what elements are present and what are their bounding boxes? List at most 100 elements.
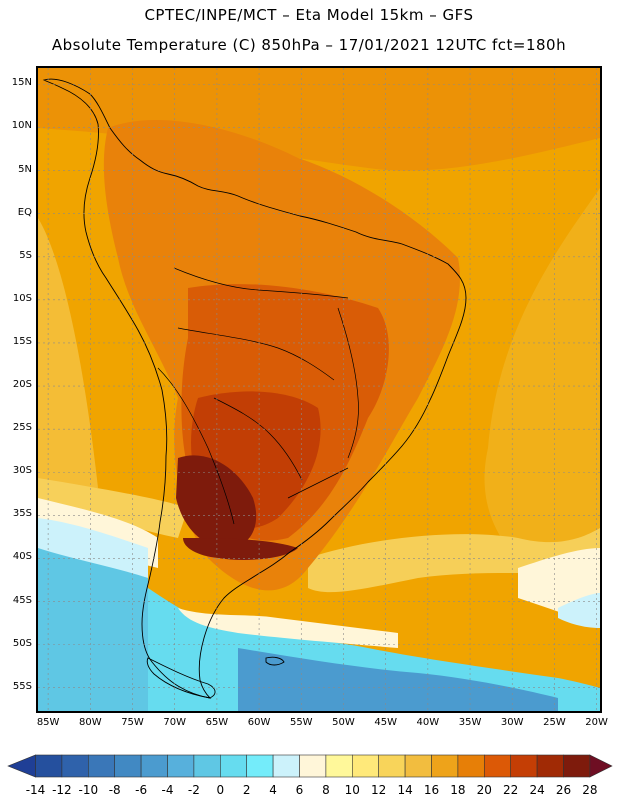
colorbar-label-8: 8 [322, 783, 330, 797]
lat-label-15S: 15S [12, 335, 32, 347]
lon-label-60W: 60W [247, 717, 271, 728]
border-line-2 [177, 327, 335, 381]
colorbar-swatch--12-to--10 [61, 754, 89, 778]
colorbar-label-2: 2 [242, 783, 251, 797]
colorbar-label--2: -2 [187, 783, 200, 797]
lon-label-75W: 75W [121, 717, 144, 728]
colorbar-swatch-22-to-24 [510, 754, 538, 778]
lat-label-20S: 20S [12, 379, 32, 391]
colorbar-label--4: -4 [161, 783, 174, 797]
field-4-6-south-pacific [38, 518, 148, 578]
colorbar-swatch-8-to-10 [325, 754, 353, 778]
lat-label-50S: 50S [12, 637, 32, 649]
colorbar-label-14: 14 [397, 783, 413, 797]
lon-label-70W: 70W [163, 717, 186, 728]
temperature-map-svg [38, 68, 600, 711]
field-14-16-atlantic [484, 188, 600, 608]
colorbar-arrow-low [7, 754, 36, 778]
lat-label-10S: 10S [12, 292, 32, 304]
colorbar-label-4: 4 [269, 783, 277, 797]
colorbar-label-24: 24 [529, 783, 545, 797]
field-26-28-hotspot [176, 455, 257, 548]
colorbar-swatch-24-to-26 [536, 754, 564, 778]
colorbar-swatch-4-to-6 [272, 754, 300, 778]
colorbar-swatch-10-to-12 [351, 754, 379, 778]
field-12-14-atlantic [308, 528, 600, 593]
colorbar-label--6: -6 [135, 783, 148, 797]
colorbar-swatch--2-to-0 [193, 754, 221, 778]
colorbar-swatch--8-to--6 [114, 754, 142, 778]
colorbar-arrow-high [589, 754, 613, 778]
colorbar-swatch--4-to--2 [167, 754, 195, 778]
border-line-3 [213, 397, 303, 481]
graticule [38, 68, 600, 711]
coastline-falklands [265, 656, 285, 666]
colorbar-label-26: 26 [555, 783, 572, 797]
title-line-1: CPTEC/INPE/MCT – Eta Model 15km – GFS [144, 6, 474, 24]
lon-label-80W: 80W [79, 717, 102, 728]
border-line-5 [337, 307, 359, 459]
lon-label-40W: 40W [416, 717, 440, 728]
colorbar-label-20: 20 [476, 783, 492, 797]
colorbar-swatch-26-to-28 [563, 754, 591, 778]
lon-label-30W: 30W [500, 717, 524, 728]
colorbar [7, 754, 613, 778]
colorbar-label-22: 22 [503, 783, 519, 797]
colorbar-label-6: 6 [295, 783, 304, 797]
lon-label-35W: 35W [458, 717, 482, 728]
field-18-20-north [38, 68, 600, 171]
colorbar-swatch-14-to-16 [404, 754, 432, 778]
lat-label-55S: 55S [12, 680, 32, 692]
colorbar-label-10: 10 [344, 783, 360, 797]
colorbar-swatch-0-to-2 [220, 754, 248, 778]
lat-label-10N: 10N [11, 120, 32, 132]
lon-label-85W: 85W [36, 717, 60, 728]
colorbar-label--12: -12 [52, 783, 72, 797]
lon-label-20W: 20W [585, 717, 608, 728]
field-26-28-hotspot-south [183, 538, 298, 560]
lat-label-15N: 15N [11, 77, 32, 89]
colorbar-swatch--14-to--12 [35, 754, 63, 778]
colorbar-label-18: 18 [450, 783, 466, 797]
colorbar-swatch-12-to-14 [378, 754, 406, 778]
lat-label-40S: 40S [12, 551, 32, 563]
coastline-south-america [42, 78, 467, 699]
field-12-14-pacific [38, 478, 188, 538]
colorbar-label--10: -10 [78, 783, 99, 797]
lat-label-35S: 35S [12, 508, 32, 520]
border-line-6 [287, 467, 349, 499]
field-6-8-patagonia [178, 608, 398, 648]
lon-label-55W: 55W [289, 717, 313, 728]
lon-label-50W: 50W [332, 717, 355, 728]
colorbar-label--8: -8 [108, 783, 121, 797]
coastline-tierra-del-fuego [146, 657, 216, 699]
colorbar-label--14: -14 [25, 783, 46, 797]
colorbar-label-0: 0 [216, 783, 225, 797]
lon-label-65W: 65W [205, 717, 229, 728]
lat-label-25S: 25S [12, 422, 32, 434]
colorbar-swatch-20-to-22 [483, 754, 511, 778]
lon-label-45W: 45W [374, 717, 397, 728]
temperature-map[interactable] [36, 66, 602, 713]
colorbar-swatch-16-to-18 [431, 754, 459, 778]
colorbar-label-12: 12 [371, 783, 387, 797]
colorbar-swatch-2-to-4 [246, 754, 274, 778]
colorbar-swatch-6-to-8 [299, 754, 327, 778]
field-14-16-pacific [38, 218, 98, 498]
border-line-4 [157, 367, 235, 525]
lat-label-30S: 30S [12, 465, 32, 477]
colorbar-swatch--10-to--8 [88, 754, 116, 778]
field-minus-4-minus-2-drake [238, 648, 558, 711]
lat-label-45S: 45S [12, 594, 32, 606]
lat-label-5N: 5N [18, 163, 32, 175]
lat-label-5S: 5S [19, 249, 32, 261]
colorbar-swatch--6-to--4 [140, 754, 168, 778]
colorbar-label-16: 16 [423, 783, 440, 797]
lon-label-25W: 25W [543, 717, 566, 728]
colorbar-swatch-18-to-20 [457, 754, 485, 778]
field-0-2-south-pacific [38, 548, 148, 711]
border-line-1 [173, 267, 349, 299]
colorbar-label-28: 28 [582, 783, 598, 797]
title-line-2: Absolute Temperature (C) 850hPa – 17/01/… [51, 36, 567, 54]
lat-label-EQ: EQ [17, 206, 32, 218]
